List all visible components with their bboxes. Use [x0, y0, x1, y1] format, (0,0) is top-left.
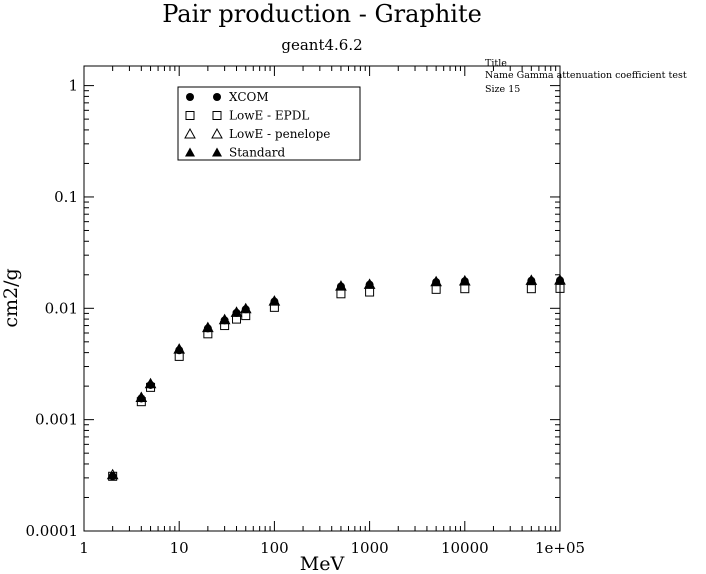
data-point: [459, 275, 470, 285]
legend-marker: [185, 111, 195, 120]
x-axis: 1 10 100 1000 10000 1e+05: [79, 66, 585, 557]
data-points: [106, 274, 566, 481]
x-tick-label: 1: [79, 539, 89, 557]
data-point: [335, 280, 346, 290]
data-point: [431, 276, 442, 286]
data-point: [145, 378, 156, 388]
x-tick-label: 10000: [441, 539, 489, 557]
legend-marker: [211, 127, 223, 139]
data-point: [202, 322, 213, 332]
legend-marker: [186, 93, 194, 101]
data-point: [336, 289, 346, 299]
x-tick-label: 1000: [351, 539, 389, 557]
legend-marker: [212, 147, 222, 157]
annotation-title: Title: [485, 58, 507, 69]
series-standard: [136, 274, 565, 401]
annotation-size: Size 15: [485, 84, 520, 95]
legend-box: [177, 86, 361, 161]
data-point: [526, 284, 536, 294]
chart-title: Pair production - Graphite: [162, 0, 482, 28]
x-axis-label: MeV: [300, 553, 345, 574]
legend-marker: [184, 127, 196, 139]
legend-label: Standard: [229, 146, 285, 160]
legend-marker: [213, 93, 221, 101]
y-axis: 0.0001 0.001 0.01 0.1 1: [26, 77, 560, 540]
y-tick-label: 0.01: [45, 299, 78, 317]
data-point: [219, 314, 230, 324]
data-point: [106, 468, 119, 480]
y-axis-label: cm2/g: [0, 268, 22, 327]
series-lowe-epdl: [108, 283, 565, 481]
data-point: [365, 287, 375, 297]
data-point: [526, 275, 537, 285]
data-point: [269, 295, 280, 305]
data-point: [231, 306, 242, 316]
data-point: [460, 284, 470, 294]
legend-label: LowE - EPDL: [229, 109, 309, 123]
legend: XCOM LowE - EPDL LowE - penelope Standard: [177, 86, 361, 161]
series-lowe-penelope: [106, 274, 566, 480]
data-point: [555, 274, 565, 284]
plot-frame: [83, 65, 561, 532]
y-tick-label: 0.0001: [26, 522, 79, 540]
data-point: [174, 344, 185, 354]
data-point: [136, 391, 147, 401]
data-point: [431, 284, 441, 294]
y-tick-label: 0.001: [35, 411, 78, 429]
x-tick-label: 1e+05: [535, 539, 585, 557]
x-tick-label: 100: [260, 539, 289, 557]
legend-marker: [212, 111, 222, 120]
chart-subtitle: geant4.6.2: [281, 36, 362, 54]
y-tick-label: 1: [68, 77, 78, 95]
data-point: [364, 279, 375, 289]
legend-label: LowE - penelope: [229, 127, 330, 141]
legend-label: XCOM: [229, 90, 269, 104]
data-point: [240, 303, 251, 313]
y-tick-label: 0.1: [54, 188, 78, 206]
series-xcom: [108, 276, 564, 481]
x-tick-label: 10: [170, 539, 189, 557]
legend-marker: [185, 147, 195, 157]
annotation-name: Name Gamma attenuation coefficient test: [485, 70, 687, 81]
